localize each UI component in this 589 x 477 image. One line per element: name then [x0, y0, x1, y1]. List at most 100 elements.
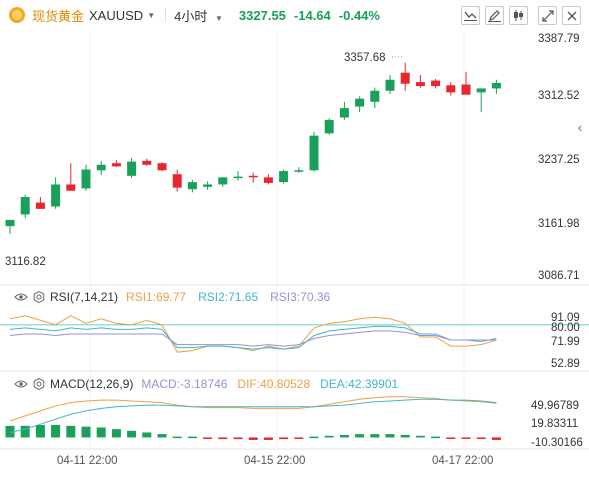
candle-body — [157, 163, 167, 171]
candle-body — [324, 119, 334, 134]
candle-body — [111, 163, 121, 167]
macd-histogram-bar — [461, 437, 471, 439]
macd-histogram-bar — [51, 425, 61, 438]
candle-body — [309, 135, 319, 171]
candle-body — [400, 72, 410, 84]
macd-histogram-bar — [324, 435, 334, 438]
candle-body — [355, 98, 365, 107]
candle-body — [233, 176, 243, 179]
macd-tick: -10.30166 — [531, 437, 583, 449]
rsi3-line — [9, 330, 497, 347]
macd-histogram-bar — [172, 436, 182, 439]
macd-tick: 49.96789 — [531, 400, 579, 412]
dif-value: DIF:40.80528 — [237, 377, 311, 391]
close-icon — [567, 11, 576, 20]
gear-icon[interactable] — [33, 378, 45, 390]
macd-histogram-bar — [263, 437, 273, 440]
candle-body — [279, 171, 289, 183]
draw-tool-button[interactable] — [485, 6, 504, 25]
time-tick: 04-17 22:00 — [432, 455, 494, 467]
price-tick: 3387.79 — [538, 33, 580, 45]
macd-tick: 19.83311 — [531, 418, 579, 430]
chevron-down-icon: ▼ — [147, 10, 156, 20]
high-annotation: 3357.68 — [344, 52, 386, 64]
toolbar — [456, 6, 581, 25]
fullscreen-button[interactable] — [538, 6, 557, 25]
price-tick: 3312.52 — [538, 90, 580, 102]
price-tick: 3161.98 — [538, 218, 580, 230]
macd-histogram-bar — [385, 434, 395, 438]
fullscreen-icon — [541, 9, 554, 22]
candle-body — [415, 82, 425, 87]
eye-icon[interactable] — [14, 292, 28, 302]
rsi-tick: 91.09 — [551, 312, 580, 324]
macd-histogram-bar — [127, 430, 137, 438]
price-change: -14.64 — [293, 7, 331, 23]
price-change-percent: -0.44% — [338, 7, 380, 23]
candle-body — [96, 164, 106, 171]
macd-histogram-bar — [233, 437, 243, 440]
rsi-series — [0, 315, 589, 353]
candle-body — [20, 197, 30, 215]
indicator-button[interactable] — [461, 6, 480, 25]
macd-histogram-bar — [370, 434, 380, 438]
candle-body — [385, 79, 395, 91]
candle-body — [491, 82, 501, 89]
dea-line — [9, 398, 497, 433]
close-button[interactable] — [562, 6, 581, 25]
macd-histogram-bar — [203, 437, 213, 439]
macd-value: MACD:-3.18746 — [141, 377, 228, 391]
chart-header: 现货黄金 XAUUSD ▼ 4小时 ▼ 3327.55 -14.64 -0.44… — [0, 0, 589, 30]
candle-type-button[interactable] — [509, 6, 528, 25]
candle-body — [339, 108, 349, 118]
time-tick: 04-11 22:00 — [57, 455, 118, 467]
symbol-code: XAUUSD — [89, 7, 144, 23]
candle-body — [142, 160, 152, 165]
rsi-tick: 52.89 — [551, 358, 580, 370]
rsi-tick: 80.00 — [551, 322, 580, 334]
collapse-panel-chevron-icon[interactable]: ‹ — [577, 119, 583, 135]
period-selector[interactable]: 4小时 ▼ — [174, 6, 223, 25]
candle-body — [218, 177, 228, 185]
candle-type-icon — [514, 10, 523, 21]
symbol-selector[interactable]: 现货黄金 XAUUSD ▼ — [8, 6, 155, 25]
candle-body — [431, 80, 441, 87]
rsi3-value: RSI3:70.36 — [270, 290, 331, 304]
low-annotation: 3116.82 — [5, 256, 46, 268]
macd-histogram-bar — [446, 437, 456, 439]
macd-histogram-bar — [415, 435, 425, 438]
macd-histogram-bar — [309, 436, 319, 439]
candle-body — [5, 219, 15, 227]
gear-icon[interactable] — [33, 291, 45, 303]
macd-histogram-bar — [96, 427, 106, 438]
eye-icon[interactable] — [14, 379, 28, 389]
rsi2-line — [9, 325, 497, 350]
candle-body — [172, 174, 182, 188]
macd-histogram-bar — [157, 434, 167, 438]
macd-histogram-bar — [279, 437, 289, 440]
rsi-tick: 71.99 — [551, 336, 580, 348]
last-price: 3327.55 — [238, 7, 286, 23]
dif-line — [9, 396, 497, 422]
price-tick: 3237.25 — [538, 154, 580, 166]
period-label: 4小时 — [174, 8, 208, 24]
candle-body — [66, 184, 76, 191]
rsi2-value: RSI2:71.65 — [198, 290, 259, 304]
macd-histogram-bar — [218, 437, 228, 440]
candle-body — [35, 202, 45, 209]
candle-body — [370, 90, 380, 102]
candlestick-series — [5, 56, 501, 235]
indicator-icon — [464, 11, 477, 21]
candle-body — [476, 88, 486, 93]
macd-histogram-bar — [81, 426, 91, 438]
macd-histogram-bar — [111, 429, 121, 438]
symbol-name: 现货黄金 — [32, 8, 85, 24]
macd-histogram-bar — [5, 425, 15, 438]
time-tick: 04-15 22:00 — [244, 455, 306, 467]
macd-title: MACD(12,26,9) — [50, 377, 134, 391]
candle-body — [263, 177, 273, 183]
candle-body — [81, 169, 91, 189]
price-tick: 3086.71 — [538, 270, 580, 282]
macd-histogram-bar — [20, 425, 30, 438]
